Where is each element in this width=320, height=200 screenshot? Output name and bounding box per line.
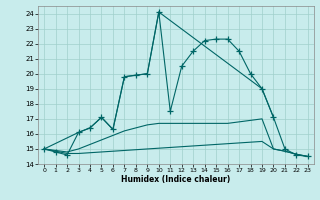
X-axis label: Humidex (Indice chaleur): Humidex (Indice chaleur) xyxy=(121,175,231,184)
